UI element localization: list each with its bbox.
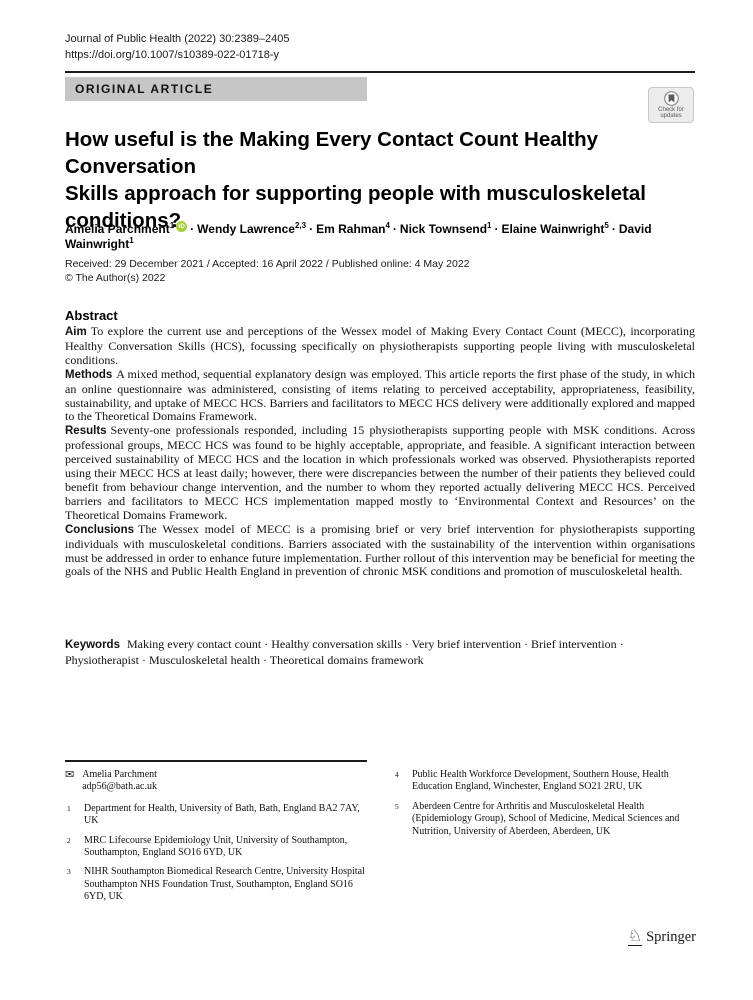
author: David Wainwright1 [65,222,652,251]
keywords-text: Making every contact count · Healthy con… [65,637,624,667]
affiliation-text: MRC Lifecourse Epidemiology Unit, Univer… [84,834,348,859]
article-title: How useful is the Making Every Contact C… [65,126,685,234]
affiliation-number: 5 [395,801,399,811]
affiliation-item: 2 MRC Lifecourse Epidemiology Unit, Unive… [65,835,369,860]
author-list: Amelia Parchment1 iD · Wendy Lawrence2,3 · Em… [65,221,705,251]
author-separator: · [494,222,499,236]
check-for-updates-label: Check for updates [658,106,684,120]
author-separator: · [190,222,195,236]
affiliation-item: 3 NIHR Southampton Biomedical Research Ce… [65,866,369,903]
affiliation-number: 2 [67,835,71,845]
copyright-line: © The Author(s) 2022 [65,272,166,284]
author: Em Rahman4 [316,221,390,236]
author-separator: · [392,222,397,236]
abstract-section: Aim To explore the current use and percep… [65,324,695,367]
article-title-line: How useful is the Making Every Contact C… [65,128,599,178]
abstract-heading: Abstract [65,308,118,323]
check-for-updates-icon [663,90,679,106]
author: Wendy Lawrence2,3 [197,221,307,236]
footnote-divider [65,760,367,762]
author-separator: · [309,222,314,236]
abstract-section-label: Aim [65,326,87,338]
footnote-column-right: 4 Public Health Workforce Development, So… [393,769,697,911]
abstract-section: Results Seventy-one professionals respond… [65,423,695,522]
abstract-section-label: Conclusions [65,523,135,536]
author: Amelia Parchment1 [65,221,175,236]
abstract-section-label: Results [65,425,107,438]
correspondence-name: Amelia Parchment [82,769,157,780]
keywords-label: Keywords [65,639,120,651]
affiliation-number: 4 [395,770,399,779]
footnote-area: ✉ Amelia Parchment adp56@bath.ac.uk 1 Dep… [65,769,697,911]
springer-logo: ♘ Springer [627,928,696,946]
orcid-icon[interactable]: iD [176,221,188,232]
doi-link[interactable]: https://doi.org/10.1007/s10389-022-01718… [65,49,280,61]
affiliation-text: Aberdeen Centre for Arthritis and Muscul… [412,800,680,837]
check-for-updates-badge[interactable]: Check for updates [648,87,694,123]
history-dates: Received: 29 December 2021 / Accepted: 1… [65,258,470,270]
author-separator: · [611,222,616,236]
abstract-section-label: Methods [65,368,113,381]
footnote-column-left: ✉ Amelia Parchment adp56@bath.ac.uk 1 Dep… [65,769,369,911]
author: Nick Townsend1 [399,221,492,236]
affiliation-number: 1 [67,803,71,813]
affiliation-number: 3 [67,867,71,877]
correspondence-block: ✉ Amelia Parchment adp56@bath.ac.uk [65,769,369,794]
affiliation-text: NIHR Southampton Biomedical Research Cen… [84,866,365,903]
correspondence-email[interactable]: adp56@bath.ac.uk [82,781,157,793]
journal-citation: Journal of Public Health (2022) 30:2389–… [65,33,290,45]
abstract-section: Methods A mixed method, sequential explan… [65,366,695,424]
affiliation-item: 4 Public Health Workforce Development, So… [393,769,697,794]
abstract-body: Aim To explore the current use and percep… [65,324,695,579]
header-divider [65,71,695,73]
affiliation-item: 1 Department for Health, University of Ba… [65,803,369,828]
springer-wordmark: Springer [646,929,696,945]
author: Elaine Wainwright5 [501,221,609,236]
affiliation-item: 5 Aberdeen Centre for Arthritis and Muscu… [393,801,697,838]
article-title-line: conditions? [65,209,182,232]
envelope-icon: ✉ [65,769,75,781]
affiliation-text: Public Health Workforce Development, Sou… [412,769,669,793]
affiliation-text: Department for Health, University of Bat… [84,802,360,827]
abstract-section: Conclusions The Wessex model of MECC is a… [65,521,695,579]
keywords-line: Keywords Making every contact count · He… [65,637,695,668]
article-title-line: Skills approach for supporting people wi… [65,182,646,205]
springer-horse-icon: ♘ [627,928,643,946]
article-type-banner: ORIGINAL ARTICLE [65,77,367,101]
